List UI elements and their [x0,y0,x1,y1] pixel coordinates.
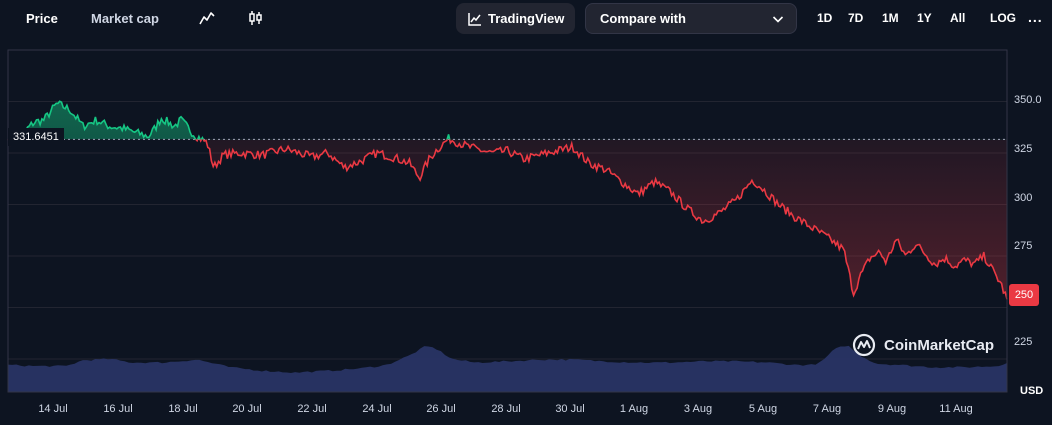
tab-market-cap[interactable]: Market cap [91,11,159,26]
compare-with-label: Compare with [600,11,686,26]
compare-with-select[interactable]: Compare with [585,3,797,34]
chevron-down-icon [772,16,784,23]
tab-price[interactable]: Price [26,11,58,26]
x-tick-label: 18 Jul [168,403,198,415]
watermark-text: CoinMarketCap [884,337,995,354]
y-tick-label: 325 [1014,143,1033,155]
price-line-up [8,100,451,140]
chart-toolbar: Price Market cap TradingView Compare wit… [0,0,1052,38]
y-tick-label: 300 [1014,192,1033,204]
last-price-badge: 250 [1009,284,1039,306]
line-chart-icon[interactable] [198,9,218,29]
x-tick-label: 9 Aug [877,403,907,415]
range-1m-button[interactable]: 1M [882,11,899,25]
x-tick-label: 16 Jul [103,403,133,415]
price-line-down [7,139,1008,300]
x-tick-label: 3 Aug [683,403,713,415]
tradingview-chart-icon [468,13,481,26]
reference-price-label: 331.6451 [8,128,64,146]
x-tick-label: 24 Jul [362,403,392,415]
y-tick-label: 225 [1014,336,1033,348]
x-tick-label: 22 Jul [297,403,327,415]
log-scale-button[interactable]: LOG [990,11,1016,25]
x-tick-label: 1 Aug [619,403,649,415]
price-fill-above-reference [8,101,1007,140]
x-tick-label: 14 Jul [38,403,68,415]
range-1d-button[interactable]: 1D [817,11,833,25]
x-tick-label: 28 Jul [491,403,521,415]
currency-label: USD [1020,385,1044,397]
more-options-button[interactable]: ... [1028,9,1043,25]
tradingview-button[interactable]: TradingView [456,3,575,34]
chart-frame [7,49,1008,393]
y-tick-label: 350.0 [1014,94,1042,106]
x-tick-label: 11 Aug [939,403,973,415]
x-tick-label: 5 Aug [748,403,778,415]
candlestick-icon[interactable] [247,9,267,29]
range-7d-button[interactable]: 7D [848,11,864,25]
x-tick-label: 20 Jul [232,403,262,415]
chart-border [7,49,1008,393]
x-tick-label: 7 Aug [812,403,842,415]
tradingview-label: TradingView [488,11,565,26]
x-tick-label: 26 Jul [426,403,456,415]
x-tick-label: 30 Jul [555,403,585,415]
volume-area [8,345,1007,392]
coinmarketcap-logo-icon [852,333,876,357]
range-all-button[interactable]: All [950,11,966,25]
y-tick-label: 275 [1014,240,1033,252]
price-fill-below-reference [8,139,1007,300]
range-1y-button[interactable]: 1Y [917,11,932,25]
